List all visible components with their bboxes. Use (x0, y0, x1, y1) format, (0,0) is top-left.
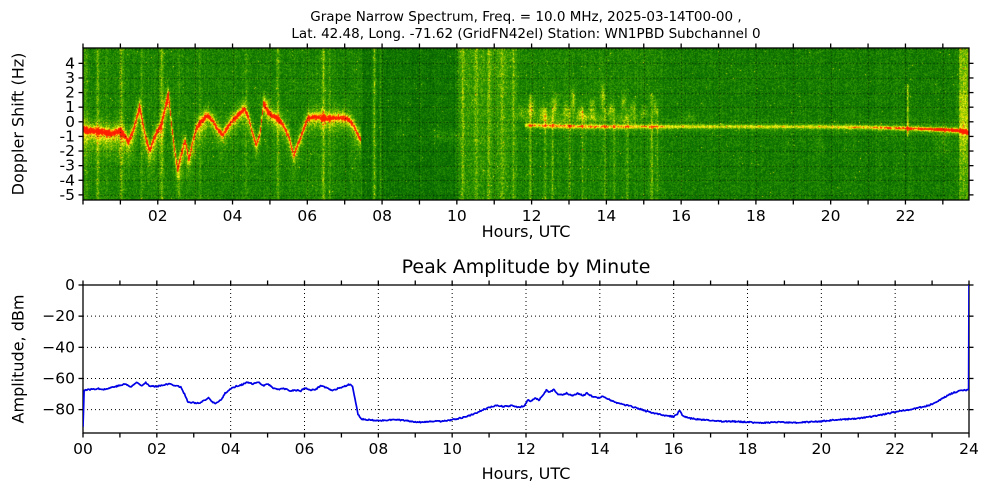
spectrogram-ytick-label: 2 (65, 84, 75, 102)
amplitude-xtick-label: 06 (295, 440, 315, 458)
amplitude-xtick-label: 04 (221, 440, 241, 458)
spectrogram-ytick-label: -1 (60, 127, 75, 145)
spectrogram-xtick-label: 18 (746, 207, 766, 225)
spectrogram-xtick-label: 02 (148, 207, 168, 225)
spectrogram-xtick-label: 14 (597, 207, 617, 225)
spectrogram-ytick-label: 1 (65, 98, 75, 116)
amplitude-title: Peak Amplitude by Minute (401, 256, 651, 278)
spectrogram-xtick-label: 20 (821, 207, 841, 225)
amplitude-xtick-label: 16 (664, 440, 684, 458)
amplitude-line (83, 285, 969, 427)
amplitude-xlabel: Hours, UTC (481, 464, 571, 483)
amplitude-xtick-label: 20 (811, 440, 831, 458)
spectrogram-ytick-label: 4 (65, 54, 75, 72)
amplitude-ytick-label: −60 (42, 369, 75, 387)
spectrogram-title-line1: Grape Narrow Spectrum, Freq. = 10.0 MHz,… (310, 9, 742, 25)
spectrogram-xtick-label: 16 (671, 207, 691, 225)
amplitude-ytick-label: −80 (42, 401, 75, 419)
amplitude-ylabel: Amplitude, dBm (8, 294, 28, 424)
amplitude-xtick-label: 08 (368, 440, 388, 458)
spectrogram-xtick-label: 04 (223, 207, 243, 225)
amplitude-ytick-label: −40 (42, 338, 75, 356)
amplitude-ytick-label: 0 (65, 276, 75, 294)
spectrogram-title-line2: Lat. 42.48, Long. -71.62 (GridFN42el) St… (291, 26, 761, 42)
amplitude-xtick-label: 22 (885, 440, 905, 458)
amplitude-xtick-label: 00 (73, 440, 93, 458)
amplitude-xtick-label: 14 (590, 440, 610, 458)
spectrogram-xtick-label: 06 (297, 207, 317, 225)
spectrogram-ytick-label: -2 (60, 142, 75, 160)
spectrogram-ytick-label: -4 (60, 171, 75, 189)
amplitude-xtick-label: 02 (147, 440, 167, 458)
amplitude-xtick-label: 18 (738, 440, 758, 458)
spectrogram-xlabel: Hours, UTC (481, 222, 571, 241)
spectrogram-xtick-label: 08 (372, 207, 392, 225)
spectrogram-heatmap (83, 48, 969, 200)
spectrogram-ytick-label: 3 (65, 69, 75, 87)
spectrogram-ylabel: Doppler Shift (Hz) (8, 52, 28, 196)
spectrogram-ytick-label: -3 (60, 157, 75, 175)
spectrogram-xtick-label: 22 (896, 207, 916, 225)
amplitude-xtick-label: 12 (516, 440, 536, 458)
amplitude-xtick-label: 24 (959, 440, 979, 458)
amplitude-ytick-label: −20 (42, 307, 75, 325)
amplitude-border (82, 284, 970, 434)
amplitude-xtick-label: 10 (442, 440, 462, 458)
spectrogram-ytick-label: 0 (65, 113, 75, 131)
spectrogram-xtick-label: 10 (447, 207, 467, 225)
spectrogram-ytick-label: -5 (60, 186, 75, 204)
